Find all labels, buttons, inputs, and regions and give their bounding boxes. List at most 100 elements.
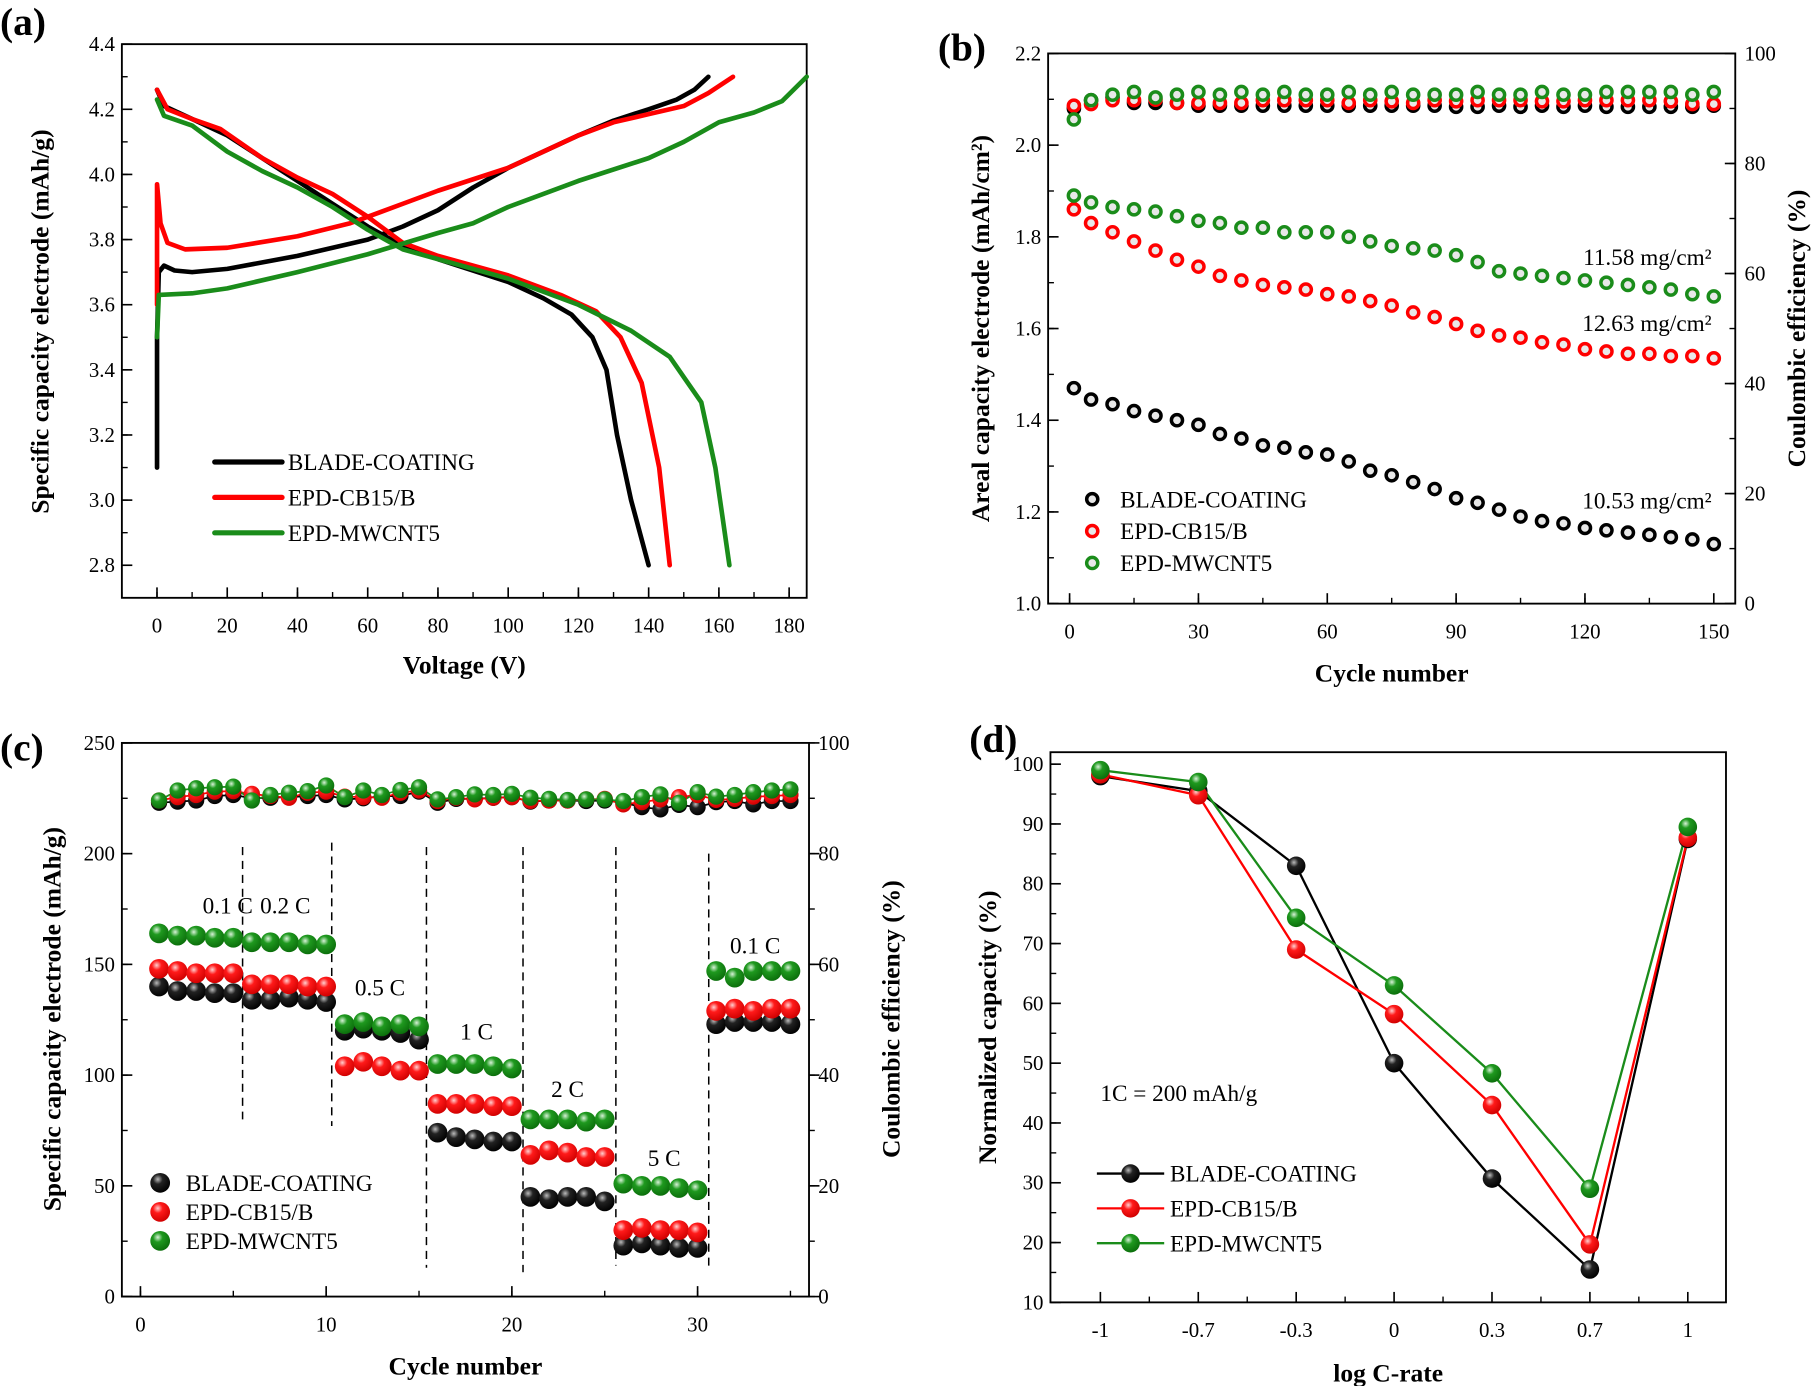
legend-label: EPD-CB15/B [1170,1196,1298,1222]
capacity-point [242,989,262,1010]
efficiency-point [429,791,446,808]
capacity-point [483,1131,504,1152]
y-tick-label: 2.0 [1015,133,1041,157]
y2-tick-label: 40 [818,1063,839,1087]
capacity-point [1169,208,1185,224]
capacity-point [1255,220,1271,235]
capacity-point [1448,316,1464,332]
capacity-point [1341,454,1357,469]
y2-tick-label: 0 [818,1285,828,1309]
x-tick-label: -1 [1092,1318,1109,1342]
y-tick-label: 3.6 [89,293,115,317]
capacity-point [1491,502,1507,517]
capacity-point [1599,522,1614,538]
efficiency-point [1066,98,1082,114]
capacity-point [223,927,244,948]
capacity-point [1298,282,1314,297]
y-axis-label: Specific capacity electrode (mAh/g) [37,827,66,1211]
x-tick-label: 0 [1389,1318,1399,1342]
capacity-point [464,1094,485,1114]
capacity-point [1298,224,1314,240]
capacity-point [1663,282,1679,297]
legend-label: BLADE-COATING [1170,1162,1357,1188]
efficiency-point [1277,84,1292,100]
capacity-point [1105,396,1120,412]
legend-label: EPD-MWCNT5 [1170,1231,1322,1257]
capacity-point [1148,408,1163,423]
efficiency-point [1685,87,1700,103]
capacity-point [1491,328,1507,343]
capacity-point [223,963,244,984]
efficiency-point [615,792,632,810]
y-tick-label: 40 [1023,1111,1044,1135]
data-point [1678,817,1698,837]
y2-tick-label: 40 [1745,372,1766,396]
capacity-point [1427,481,1442,497]
capacity-point [167,981,188,1001]
x-tick-label: 20 [501,1312,522,1336]
capacity-point [520,1144,541,1165]
x-tick-label: 60 [1317,619,1338,643]
efficiency-point [559,791,576,809]
capacity-point [1470,323,1485,339]
capacity-point [557,1142,578,1163]
y-tick-label: 20 [1023,1231,1044,1255]
y2-tick-label: 100 [1745,41,1776,65]
efficiency-point [540,790,558,807]
x-axis-label: log C-rate [1333,1358,1443,1386]
efficiency-point [633,789,650,806]
y-tick-label: 4.2 [89,97,115,121]
capacity-point [539,1140,559,1161]
capacity-point [780,1014,801,1035]
efficiency-point [318,777,335,794]
capacity-point [427,1054,448,1074]
capacity-point [1066,380,1082,396]
efficiency-point [1642,84,1657,100]
legend-label: BLADE-COATING [288,450,475,476]
y-tick-label: 3.0 [89,488,115,512]
capacity-point [1706,351,1722,366]
efficiency-point [1105,87,1120,103]
efficiency-point [763,782,780,799]
capacity-point [204,927,225,948]
efficiency-point [448,789,465,806]
capacity-point [502,1096,522,1116]
legend-marker [1121,1164,1140,1183]
legend-label: EPD-MWCNT5 [1120,551,1272,577]
efficiency-point [689,784,706,801]
capacity-point [1169,252,1185,268]
x-tick-label: 120 [1569,619,1600,643]
y-tick-label: 90 [1023,812,1044,836]
x-tick-label: 30 [687,1312,708,1336]
legend-marker [150,1201,171,1222]
capacity-point [1556,337,1571,352]
capacity-point [353,1012,374,1032]
y-tick-label: 2.8 [89,553,115,577]
data-point [1286,856,1306,876]
efficiency-point [1577,87,1593,103]
efficiency-point [1212,87,1228,103]
capacity-point [316,934,337,955]
capacity-point [1685,286,1700,302]
capacity-point [260,974,281,995]
efficiency-point [1663,84,1679,100]
data-point [1286,908,1306,928]
y-tick-label: 4.0 [89,162,115,186]
series-line-charge [154,74,736,308]
capacity-point [390,1014,411,1035]
y-tick-label: 10 [1023,1290,1044,1314]
capacity-point [1126,234,1142,249]
efficiency-point [1148,90,1163,105]
capacity-point [539,1109,559,1130]
capacity-point [1534,334,1550,350]
y2-axis-label: Coulombic efficiency (%) [1782,190,1811,468]
capacity-point [780,998,801,1019]
x-tick-label: 80 [428,614,449,638]
loading-annotation: 11.58 mg/cm² [1583,245,1712,271]
loading-annotation: 12.63 mg/cm² [1582,311,1711,337]
capacity-point [1577,273,1593,288]
efficiency-point [410,779,428,796]
data-point [1286,940,1306,959]
capacity-point [1362,463,1378,478]
capacity-point [1513,330,1528,346]
